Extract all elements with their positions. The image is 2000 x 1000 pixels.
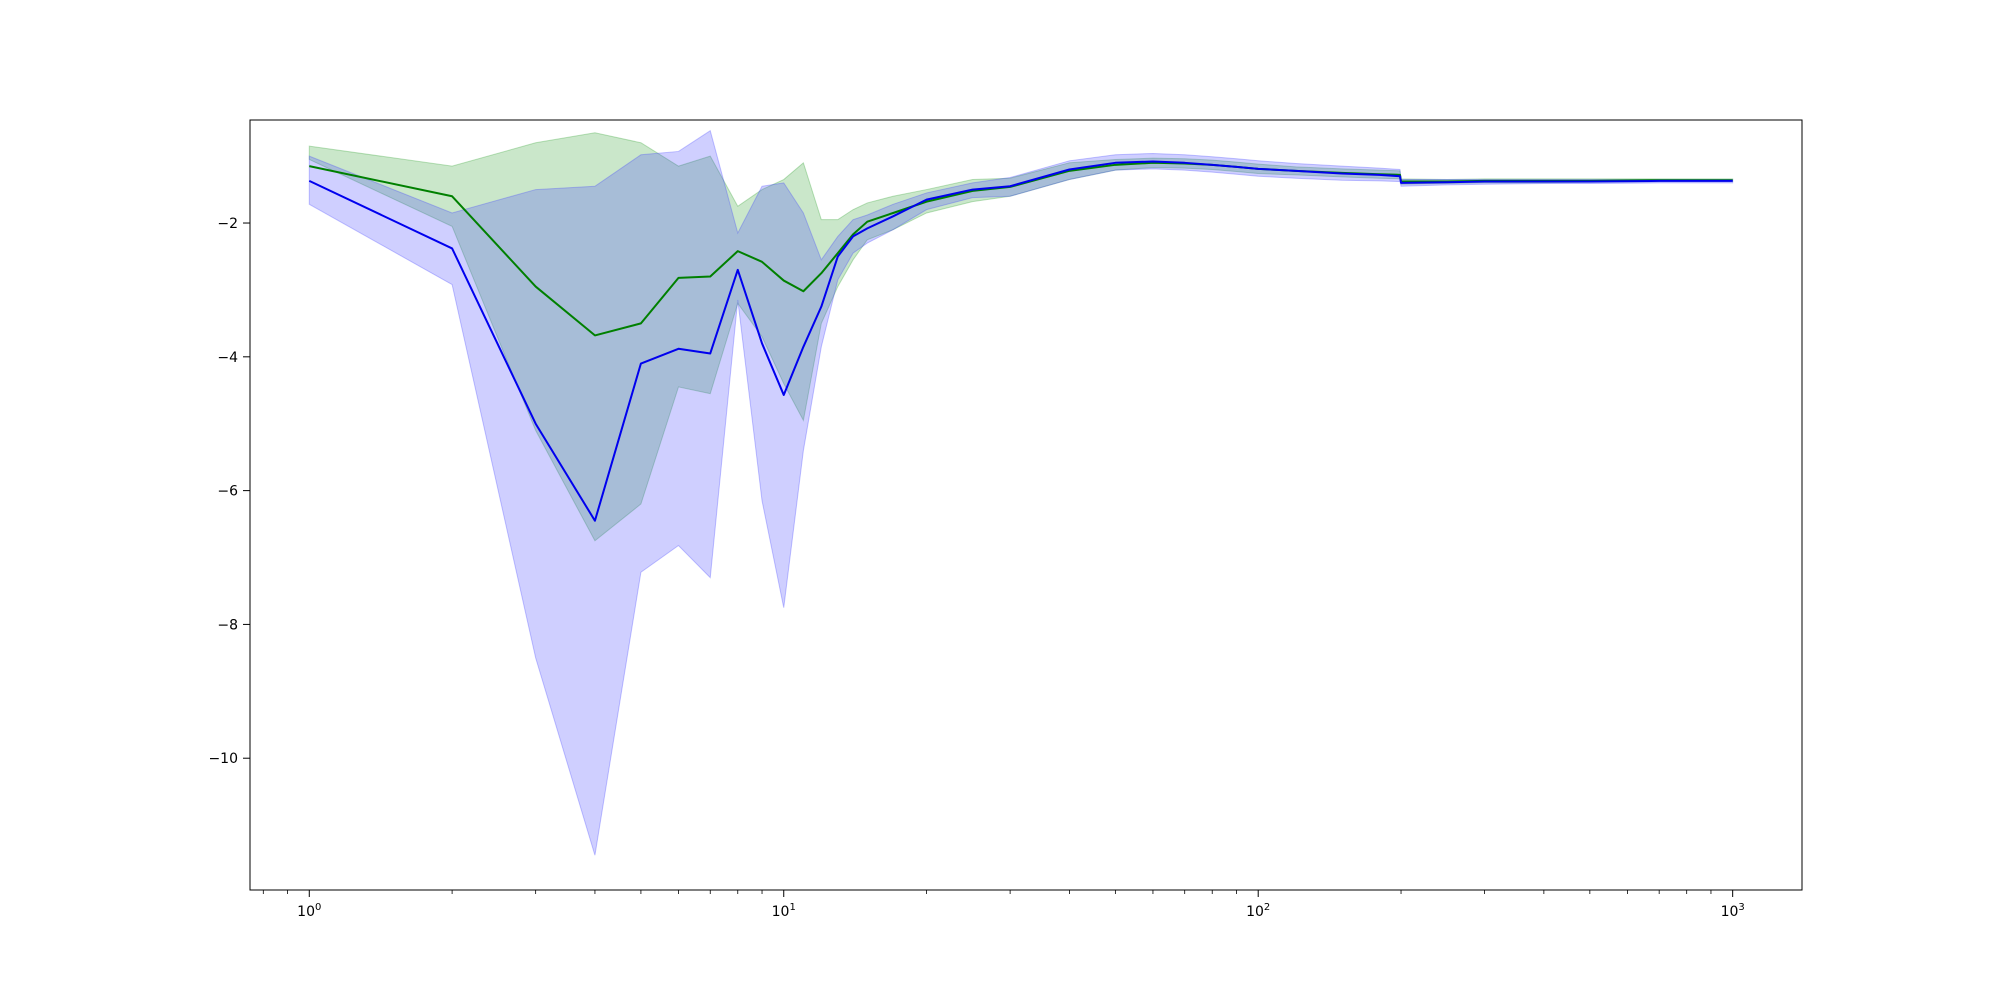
x-axis: 100 101 102 103 xyxy=(262,890,1745,920)
x-tick-label: 103 xyxy=(1721,902,1745,920)
series-2-line xyxy=(308,160,1733,522)
x-tick-label: 101 xyxy=(772,902,796,920)
y-tick-label: −2 xyxy=(217,216,238,232)
y-tick-label: −10 xyxy=(208,751,238,767)
series-layer xyxy=(308,129,1734,856)
x-tick-label: 100 xyxy=(297,902,321,920)
y-tick-label: −4 xyxy=(217,350,238,366)
y-tick-label: −6 xyxy=(217,484,238,500)
series-2-band xyxy=(308,129,1734,856)
y-tick-label: −8 xyxy=(217,617,238,633)
axes-frame xyxy=(249,119,1803,891)
x-tick-label: 102 xyxy=(1246,902,1270,920)
y-axis: −2 −4 −6 −8 −10 xyxy=(208,216,250,767)
